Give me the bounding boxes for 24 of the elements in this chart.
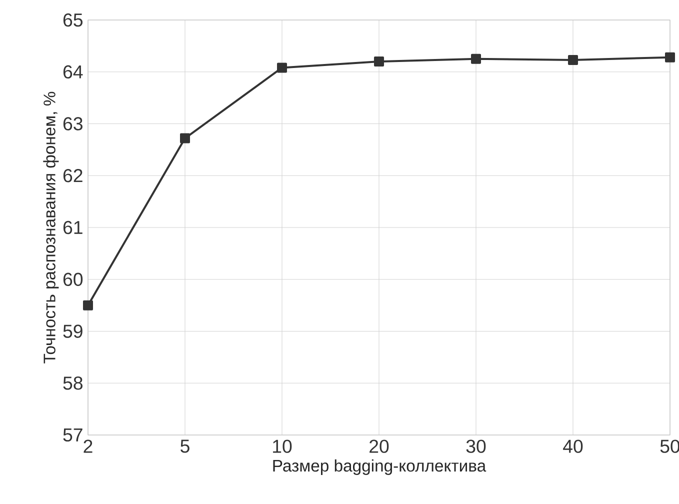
y-tick-label: 59 xyxy=(63,324,82,338)
point xyxy=(471,54,481,64)
x-tick-label: 10 xyxy=(273,440,292,453)
x-tick-label: 2 xyxy=(84,440,92,453)
y-tick-label: 58 xyxy=(63,376,82,390)
point xyxy=(374,56,384,67)
y-tick-label: 65 xyxy=(63,13,83,27)
y-tick-label: 62 xyxy=(63,169,82,182)
x-axis-title: Размер bagging-коллектива xyxy=(273,459,486,475)
point xyxy=(83,300,93,310)
point xyxy=(277,62,287,73)
x-tick-label: 40 xyxy=(563,440,583,453)
point xyxy=(568,54,578,65)
y-tick-label: 60 xyxy=(63,272,83,286)
x-tick-label: 5 xyxy=(180,440,190,453)
y-tick-label: 57 xyxy=(63,428,82,442)
x-tick-label: 30 xyxy=(466,440,486,453)
x-tick-label: 20 xyxy=(370,440,389,453)
y-axis-title: Точность распознавания фонем, % xyxy=(43,92,59,364)
y-tick-label: 61 xyxy=(63,220,82,234)
point xyxy=(665,52,675,62)
point xyxy=(180,133,190,144)
y-tick-label: 63 xyxy=(63,117,82,130)
y-tick-label: 64 xyxy=(63,65,83,78)
